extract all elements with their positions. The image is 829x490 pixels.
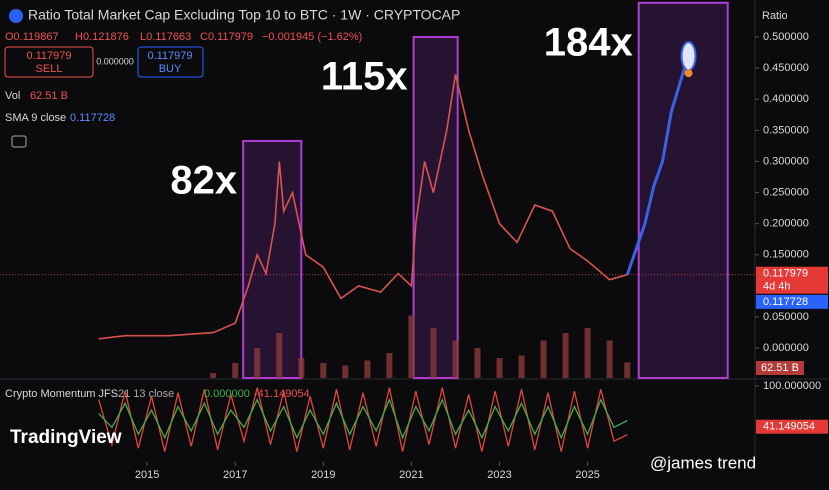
annotation: 115x bbox=[321, 55, 408, 99]
symbol-icon bbox=[9, 9, 23, 23]
sma-label: SMA 9 close bbox=[5, 112, 66, 124]
ohlc-change: −0.001945 (−1.62%) bbox=[262, 31, 362, 43]
vol-value: 62.51 B bbox=[30, 90, 68, 102]
y-tick-label: 0.300000 bbox=[763, 155, 809, 167]
logo: TradingView bbox=[10, 427, 122, 448]
y-tick-label: 100.000000 bbox=[763, 380, 821, 392]
y-tick-label: 0.200000 bbox=[763, 218, 809, 230]
oscillator-label: 41.149054 bbox=[763, 421, 815, 433]
price-line bbox=[98, 74, 628, 340]
volume-bar bbox=[474, 348, 481, 378]
x-tick-label: 2019 bbox=[311, 469, 335, 481]
oscillator-readout: -41.149054 bbox=[254, 388, 310, 400]
rocket-flame bbox=[684, 69, 693, 78]
volume-bar bbox=[496, 358, 503, 378]
ohlc-high: H0.121876 bbox=[75, 31, 129, 43]
sell-price: 0.117979 bbox=[26, 50, 71, 62]
ohlc-close: C0.117979 bbox=[200, 31, 253, 43]
price-label: 0.117979 bbox=[763, 268, 808, 280]
volume-bar bbox=[342, 365, 349, 378]
oscillator-label-box bbox=[756, 419, 828, 434]
spread: 0.000000 bbox=[96, 56, 134, 66]
volume-bar bbox=[452, 340, 459, 378]
collapse-icon[interactable] bbox=[11, 135, 27, 148]
oscillator-title: Crypto Momentum JFS bbox=[5, 388, 118, 400]
buy-button[interactable] bbox=[137, 46, 204, 78]
annotation: 82x bbox=[170, 158, 237, 202]
oscillator-readout: 0.000000 bbox=[204, 388, 250, 400]
sell-button[interactable] bbox=[4, 46, 94, 78]
x-tick-label: 2025 bbox=[575, 469, 599, 481]
volume-label: 62.51 B bbox=[761, 362, 799, 374]
y-tick-label: 0.150000 bbox=[763, 249, 809, 261]
volume-bar bbox=[254, 348, 261, 378]
highlight-box bbox=[412, 36, 459, 380]
sma-label: 0.117728 bbox=[763, 296, 808, 308]
volume-bar bbox=[518, 355, 525, 378]
volume-bar bbox=[210, 373, 217, 378]
volume-bar bbox=[298, 358, 305, 378]
volume-bar bbox=[232, 363, 239, 378]
rocket-icon bbox=[680, 41, 697, 72]
plot: 0.500000 0.450000 0.400000 0.350000 0.300000… bbox=[0, 1, 828, 481]
volume-bar bbox=[320, 363, 327, 378]
x-tick-label: 2015 bbox=[135, 469, 159, 481]
volume-bar bbox=[624, 362, 631, 378]
ohlc-open: O0.119867 bbox=[5, 31, 59, 43]
buy-price: 0.117979 bbox=[147, 50, 192, 62]
annotation: 184x bbox=[544, 20, 633, 64]
y-tick-label: 0.450000 bbox=[763, 62, 809, 74]
ohlc-low: L0.117663 bbox=[140, 31, 191, 43]
volume-bar bbox=[540, 340, 547, 378]
chart-title: Ratio Total Market Cap Excluding Top 10 … bbox=[28, 7, 460, 23]
projection-line bbox=[625, 67, 686, 276]
oscillator-line bbox=[98, 387, 628, 452]
volume-bar bbox=[562, 333, 569, 378]
volume-bar bbox=[430, 328, 437, 378]
x-tick-label: 2021 bbox=[399, 469, 423, 481]
volume-bar bbox=[584, 328, 591, 378]
y-tick-label: 0.050000 bbox=[763, 311, 809, 323]
price-label-box bbox=[756, 266, 828, 294]
y-tick-label: 0.500000 bbox=[763, 31, 809, 43]
vol-label: Vol bbox=[5, 90, 20, 102]
x-tick-label: 2023 bbox=[487, 469, 511, 481]
sma-label-box bbox=[756, 294, 828, 309]
sell-label: SELL bbox=[36, 63, 63, 75]
volume-bar bbox=[386, 353, 393, 378]
y-tick-label: 0.350000 bbox=[763, 124, 809, 136]
buy-label: BUY bbox=[159, 63, 182, 75]
x-tick-label: 2017 bbox=[223, 469, 247, 481]
y-tick-label: 0.000000 bbox=[763, 342, 809, 354]
oscillator-params: 21 13 close bbox=[118, 388, 174, 400]
countdown-label: 4d 4h bbox=[763, 281, 791, 293]
oscillator-line bbox=[98, 397, 628, 440]
volume-bar bbox=[364, 360, 371, 378]
watermark: @james trend bbox=[650, 453, 756, 472]
y-tick-label: 0.250000 bbox=[763, 186, 809, 198]
volume-bar bbox=[276, 333, 283, 378]
volume-bar bbox=[606, 340, 613, 378]
volume-bar bbox=[408, 315, 415, 378]
highlight-box bbox=[242, 139, 303, 379]
sma-value: 0.117728 bbox=[70, 112, 115, 124]
volume-label-box bbox=[756, 361, 804, 375]
axis-title: Ratio bbox=[762, 10, 788, 22]
y-tick-label: 0.400000 bbox=[763, 93, 809, 105]
